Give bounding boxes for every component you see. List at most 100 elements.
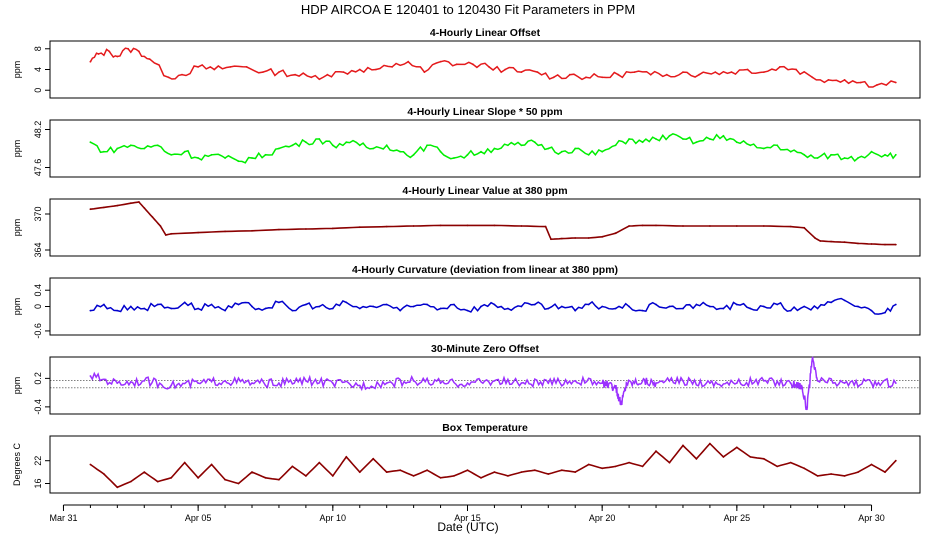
data-point — [129, 202, 132, 205]
data-point — [789, 382, 792, 384]
data-point — [601, 382, 604, 384]
data-point — [251, 157, 253, 159]
panel-title: 4-Hourly Linear Value at 380 ppm — [402, 185, 567, 197]
data-point — [625, 382, 628, 384]
data-point — [143, 307, 146, 310]
data-point — [251, 382, 253, 384]
data-point — [493, 224, 496, 227]
data-point — [480, 150, 482, 153]
series-line — [89, 47, 897, 88]
data-point — [103, 303, 105, 306]
data-point — [466, 224, 469, 227]
data-point — [237, 160, 240, 163]
data-point — [533, 469, 536, 472]
data-point — [129, 144, 132, 147]
data-point — [894, 81, 897, 84]
data-point — [884, 471, 886, 473]
data-point — [183, 150, 186, 153]
data-point — [574, 237, 577, 239]
data-point — [776, 303, 779, 306]
data-point — [803, 467, 806, 470]
data-point — [655, 224, 657, 227]
data-point — [762, 71, 765, 73]
data-point — [520, 471, 523, 473]
data-point — [507, 307, 509, 310]
data-point — [695, 303, 698, 306]
data-point — [89, 309, 92, 312]
data-point — [870, 243, 873, 245]
y-axis-label: ppm — [12, 219, 22, 237]
data-point — [789, 309, 792, 312]
data-point — [762, 379, 765, 382]
panel-frame — [49, 435, 921, 494]
data-point — [345, 141, 348, 144]
data-point — [682, 71, 684, 73]
data-point — [857, 305, 859, 308]
data-point — [264, 307, 267, 310]
data-point — [776, 465, 779, 468]
data-point — [585, 76, 587, 79]
data-point — [601, 467, 604, 470]
data-point — [143, 207, 146, 209]
data-point — [156, 144, 159, 147]
data-point — [89, 375, 92, 377]
data-point — [399, 309, 402, 312]
panel-1: 4-Hourly Linear Offset 0 4 8 ppm — [12, 27, 921, 99]
panel-3: 4-Hourly Linear Value at 380 ppm 364 370 pp… — [12, 185, 921, 258]
data-point — [372, 457, 375, 460]
x-axis: Mar 31 Apr 05 Apr 10 Apr 15 Apr 20 Apr 25 Apr … — [49, 504, 885, 523]
data-point — [682, 138, 684, 140]
data-point — [859, 81, 862, 84]
data-point — [170, 476, 173, 479]
panel-title: 4-Hourly Curvature (deviation from linea… — [352, 264, 618, 276]
y-tick-label: 48.2 — [33, 121, 43, 139]
data-point — [326, 73, 329, 76]
data-point — [587, 463, 590, 466]
data-point — [665, 73, 668, 76]
data-point — [385, 144, 388, 147]
data-point — [520, 382, 523, 384]
data-point — [412, 379, 415, 382]
data-point — [830, 240, 832, 243]
data-point — [197, 66, 200, 68]
data-point — [714, 71, 717, 73]
data-point — [735, 446, 738, 449]
data-point — [237, 482, 240, 485]
panel-6: Box Temperature 16 22 Degrees C — [12, 422, 921, 494]
data-point — [170, 384, 173, 387]
data-point — [291, 309, 294, 312]
data-point — [210, 153, 213, 156]
data-point — [197, 231, 200, 234]
data-point — [722, 134, 725, 137]
data-point — [870, 382, 873, 384]
data-point — [698, 73, 700, 76]
data-point — [148, 58, 151, 60]
data-point — [709, 382, 711, 384]
data-point — [601, 76, 604, 79]
data-point — [89, 463, 92, 466]
data-point — [614, 465, 617, 468]
data-point — [633, 71, 636, 73]
data-point — [520, 225, 523, 227]
data-point — [617, 73, 620, 76]
data-point — [170, 153, 173, 156]
data-point — [843, 382, 846, 384]
data-point — [294, 73, 296, 76]
data-point — [628, 461, 630, 464]
data-point — [412, 225, 415, 227]
data-point — [466, 153, 469, 156]
data-point — [803, 226, 806, 229]
data-point — [614, 144, 617, 147]
data-point — [108, 50, 111, 53]
panel-title: 4-Hourly Linear Offset — [430, 27, 541, 39]
data-point — [894, 459, 897, 462]
data-point — [305, 303, 307, 306]
series-line — [90, 297, 897, 315]
data-point — [466, 382, 469, 384]
data-point — [560, 305, 563, 308]
data-point — [143, 379, 146, 382]
data-point — [762, 305, 765, 308]
data-point — [695, 141, 698, 144]
data-point — [533, 141, 536, 144]
